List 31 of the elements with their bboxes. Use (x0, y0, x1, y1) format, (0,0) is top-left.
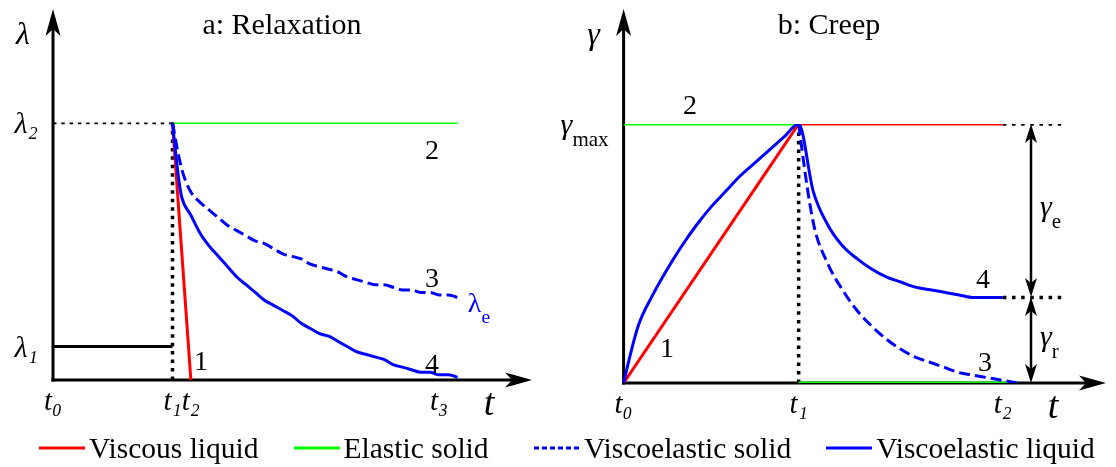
legend-label: Elastic solid (343, 431, 489, 466)
x-axis-title: t (483, 381, 496, 423)
legend-label: Viscoelastic liquid (876, 431, 1095, 466)
annotation: 1 (660, 332, 674, 363)
text: γ$_{max}$ (560, 107, 610, 151)
text: λ₂ (13, 105, 38, 139)
annotation: 3 (425, 262, 439, 293)
legend-label: Viscous liquid (89, 431, 259, 466)
annotation: 1 (194, 345, 208, 376)
x-tick-label: t₂ (181, 384, 200, 416)
x-axis-title: t (1047, 384, 1060, 426)
x-tick-label: t₂ (993, 387, 1012, 419)
annotation: 4 (976, 263, 990, 294)
y-axis-title: γ (587, 15, 602, 51)
annotation: γ$_{r}$ (1040, 319, 1059, 363)
annotation: 4 (425, 348, 439, 379)
text: λ₁ (13, 330, 38, 363)
x-tick-label: t₀ (614, 387, 633, 419)
x-tick-label: t₀ (43, 384, 63, 416)
chart-title: b: Creep (777, 7, 881, 40)
x-tick-label: t₁ (163, 384, 182, 416)
legend-label: Viscoelastic solid (584, 431, 792, 466)
x-tick-label: t₃ (430, 384, 449, 416)
text: 2 (683, 89, 697, 120)
annotation: γ$_{e}$ (1040, 189, 1062, 233)
chart-title: a: Relaxation (202, 7, 362, 40)
y-axis-title: λ (15, 15, 31, 51)
x-tick-label: t₁ (789, 387, 808, 419)
annotation: 3 (978, 346, 992, 377)
annotation: λ$_{e}$ (467, 287, 491, 327)
annotation: 2 (425, 134, 439, 165)
